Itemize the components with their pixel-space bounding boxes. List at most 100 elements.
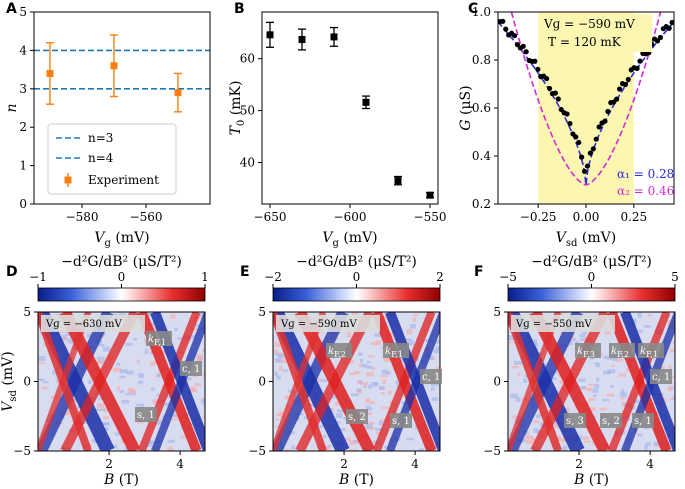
- noise-pixel: [91, 439, 96, 442]
- noise-pixel: [167, 439, 175, 443]
- colorbar-tick-label: 0: [588, 270, 596, 284]
- noise-pixel: [370, 342, 378, 346]
- noise-pixel: [375, 427, 382, 431]
- noise-pixel: [335, 401, 342, 406]
- noise-pixel: [399, 358, 405, 362]
- noise-pixel: [343, 416, 348, 420]
- data-point: [593, 136, 599, 142]
- label-tag: kF,1: [640, 346, 658, 359]
- noise-pixel: [369, 401, 375, 405]
- data-point: [579, 154, 585, 160]
- panel-letter-b: B: [234, 1, 245, 17]
- colorbar-label: −d²G/dB² (μS/T²): [531, 254, 652, 270]
- noise-pixel: [536, 414, 541, 419]
- y-tick-label: −5: [483, 444, 501, 458]
- noise-pixel: [144, 349, 149, 354]
- noise-pixel: [72, 398, 77, 402]
- noise-pixel: [86, 333, 92, 338]
- label-tag-bg: [180, 361, 202, 376]
- noise-pixel: [119, 389, 125, 394]
- noise-pixel: [133, 337, 138, 341]
- data-point: [426, 191, 434, 199]
- noise-pixel: [619, 392, 627, 398]
- noise-pixel: [43, 343, 47, 347]
- data-point: [523, 49, 529, 55]
- noise-pixel: [356, 388, 361, 392]
- noise-pixel: [273, 349, 279, 354]
- label-tag: s, 2: [348, 412, 366, 423]
- noise-pixel: [188, 389, 196, 393]
- noise-pixel: [509, 341, 516, 344]
- data-point: [500, 18, 506, 24]
- noise-pixel: [365, 405, 371, 411]
- label-tag: kF,3: [577, 346, 595, 359]
- y-tick-label: 5: [19, 5, 27, 19]
- colorbar: [37, 287, 206, 302]
- noise-pixel: [367, 384, 373, 389]
- data-point: [622, 81, 628, 88]
- noise-pixel: [150, 387, 156, 391]
- noise-pixel: [67, 338, 76, 344]
- x-tick-label: −650: [254, 210, 287, 224]
- noise-pixel: [637, 433, 643, 437]
- noise-pixel: [579, 334, 586, 338]
- noise-pixel: [610, 385, 614, 388]
- label-tag: c, 1: [652, 372, 670, 383]
- noise-pixel: [533, 420, 540, 424]
- label-tag-bg: [146, 331, 172, 346]
- noise-pixel: [112, 444, 118, 449]
- noise-pixel: [102, 422, 110, 425]
- noise-pixel: [401, 401, 407, 404]
- noise-pixel: [284, 448, 290, 451]
- noise-pixel: [88, 379, 92, 384]
- noise-pixel: [327, 444, 332, 448]
- gate-label: Vɡ = −590 mV: [280, 319, 357, 330]
- y-tick-label: 3: [19, 82, 27, 96]
- noise-pixel: [425, 339, 431, 342]
- y-tick-label: 0.6: [472, 101, 491, 115]
- x-tick-label: 2: [340, 457, 348, 471]
- noise-pixel: [596, 377, 600, 382]
- noise-pixel: [386, 371, 391, 375]
- colorbar-tick-label: 2: [436, 270, 444, 284]
- x-tick-label: −580: [66, 210, 99, 224]
- noise-pixel: [338, 428, 345, 431]
- noise-pixel: [536, 351, 543, 356]
- noise-pixel: [170, 414, 178, 417]
- label-tag-bg: [638, 343, 664, 358]
- label-tag-bg: [564, 413, 586, 428]
- noise-pixel: [547, 409, 551, 415]
- noise-pixel: [123, 449, 129, 451]
- band: [508, 312, 584, 451]
- label-tag: s, 3: [566, 416, 584, 427]
- panel-e: E −2 0 2 −d²G/dB² (μS/T²) Vɡ = −590 mV 2 4 5 0 −5 B…: [240, 254, 444, 488]
- noise-pixel: [659, 365, 665, 370]
- noise-pixel: [632, 399, 640, 404]
- label-tag: s, 1: [137, 410, 155, 421]
- band: [137, 312, 201, 451]
- noise-pixel: [645, 442, 651, 447]
- y-tick-label: −5: [13, 444, 31, 458]
- colorbar-tick-label: −5: [499, 270, 517, 284]
- noise-pixel: [174, 327, 178, 332]
- noise-pixel: [582, 436, 590, 440]
- noise-pixel: [358, 352, 363, 356]
- noise-pixel: [363, 385, 367, 388]
- fit-line: [498, 21, 674, 185]
- noise-pixel: [603, 370, 611, 375]
- noise-pixel: [367, 365, 373, 369]
- label-tag: kF,1: [385, 346, 403, 359]
- noise-pixel: [365, 423, 373, 429]
- y-tick-label: 5: [493, 305, 501, 319]
- y-tick-label: 2: [19, 120, 27, 134]
- noise-pixel: [557, 437, 566, 441]
- label-tag-bg: [383, 343, 409, 358]
- noise-pixel: [644, 445, 648, 451]
- noise-pixel: [203, 403, 205, 407]
- noise-pixel: [508, 335, 517, 341]
- gate-label-bg: [41, 315, 145, 332]
- fit-label: α₂ = 0.46: [617, 184, 674, 198]
- x-tick-label: 0.25: [620, 210, 647, 224]
- noise-pixel: [95, 392, 103, 397]
- noise-pixel: [523, 378, 528, 383]
